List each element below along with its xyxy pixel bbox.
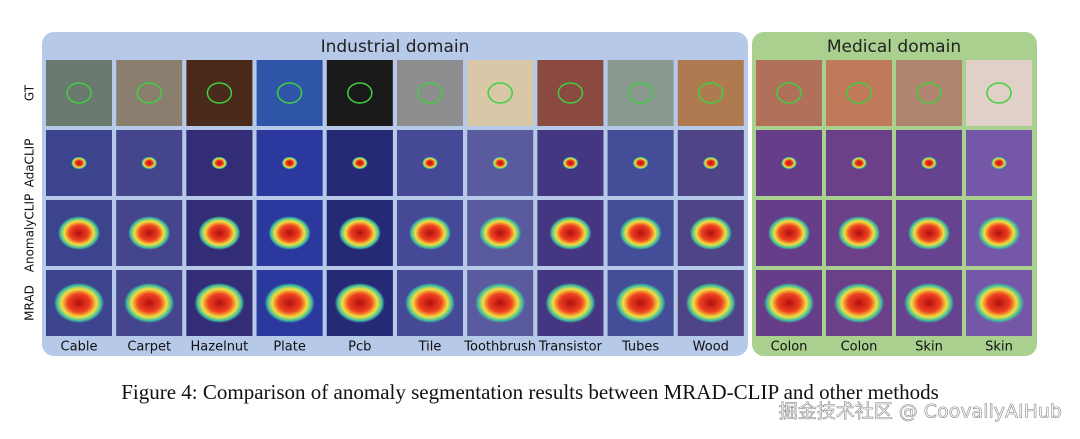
heat-blob (907, 216, 951, 250)
heat-blob (408, 216, 452, 250)
heat-blob (264, 282, 315, 324)
image (46, 60, 112, 126)
gt-outline (846, 82, 872, 104)
image (896, 60, 962, 126)
heat-blob (479, 216, 522, 250)
column-label: Pcb (348, 340, 371, 355)
heat-blob (338, 216, 381, 250)
gt-outline (627, 82, 654, 104)
column-label: Hazelnut (191, 340, 249, 355)
image (256, 60, 323, 126)
heat-blob (973, 282, 1025, 324)
heat-blob (903, 282, 955, 324)
heat-blob (545, 282, 596, 324)
heat-blob (141, 156, 158, 170)
column-label: Skin (915, 340, 943, 355)
gt-outline (916, 82, 942, 104)
gt-outline (66, 82, 92, 104)
gt-outline (487, 82, 513, 104)
gt-outline (347, 82, 373, 104)
heat-blob (991, 156, 1007, 170)
image (756, 60, 822, 126)
heat-blob (422, 156, 438, 170)
column-label: Skin (985, 340, 1013, 355)
heat-blob (615, 282, 666, 324)
heat-blob (351, 156, 368, 170)
column-label: Transistor (538, 340, 603, 355)
column-label: Colon (771, 340, 808, 355)
image (677, 60, 744, 126)
heat-blob (685, 282, 736, 324)
heat-blob (211, 156, 228, 170)
caption: Figure 4: Comparison of anomaly segmenta… (121, 380, 939, 404)
heat-blob (977, 216, 1021, 250)
heat-blob (334, 282, 385, 324)
column-label: Plate (273, 340, 306, 355)
image (326, 60, 393, 126)
image (116, 60, 183, 126)
heat-blob (781, 156, 797, 170)
heat-blob (549, 216, 592, 250)
heat-blob (689, 216, 732, 250)
image (537, 60, 604, 126)
heat-blob (124, 282, 175, 324)
heat-blob (837, 216, 881, 250)
heat-blob (767, 216, 811, 250)
heat-blob (198, 216, 241, 250)
gt-outline (557, 82, 584, 104)
image (467, 60, 534, 126)
gt-outline (206, 82, 233, 104)
heat-blob (404, 282, 456, 324)
column-label: Tubes (621, 340, 659, 355)
heat-blob (851, 156, 867, 170)
gt-outline (986, 82, 1012, 104)
column-label: Toothbrush (463, 340, 536, 355)
heat-blob (632, 156, 649, 170)
heat-blob (492, 156, 509, 170)
heat-blob (128, 216, 171, 250)
panel-title: Medical domain (827, 37, 961, 57)
heat-blob (562, 156, 579, 170)
image-grid (46, 60, 1032, 336)
row-label: AnomalyCLIP (23, 194, 37, 272)
heat-blob (281, 156, 298, 170)
heat-blob (763, 282, 815, 324)
column-label: Wood (693, 340, 729, 355)
heat-blob (268, 216, 311, 250)
heat-blob (57, 216, 101, 250)
gt-outline (698, 82, 724, 104)
column-label: Carpet (127, 340, 171, 355)
medical-panel (752, 32, 1037, 356)
image (186, 60, 253, 126)
row-label: GT (23, 84, 37, 101)
gt-outline (776, 82, 802, 104)
image (397, 60, 463, 126)
panel-title: Industrial domain (321, 37, 470, 57)
heat-blob (71, 156, 87, 170)
watermark: 掘金技术社区 @ CoovallyAIHub (779, 401, 1062, 423)
image (607, 60, 674, 126)
row-label: AdaCLIP (23, 139, 37, 188)
row-label: MRAD (23, 285, 37, 321)
column-label: Tile (418, 340, 442, 355)
column-label: Colon (841, 340, 878, 355)
heat-blob (702, 156, 719, 170)
heat-blob (921, 156, 937, 170)
heat-blob (833, 282, 885, 324)
heat-blob (475, 282, 526, 324)
heat-blob (53, 282, 105, 324)
gt-outline (136, 82, 162, 104)
gt-outline (276, 82, 303, 104)
image (826, 60, 892, 126)
heat-blob (194, 282, 245, 324)
heat-blob (619, 216, 662, 250)
image (966, 60, 1032, 126)
gt-outline (417, 82, 443, 104)
column-label: Cable (61, 340, 98, 355)
